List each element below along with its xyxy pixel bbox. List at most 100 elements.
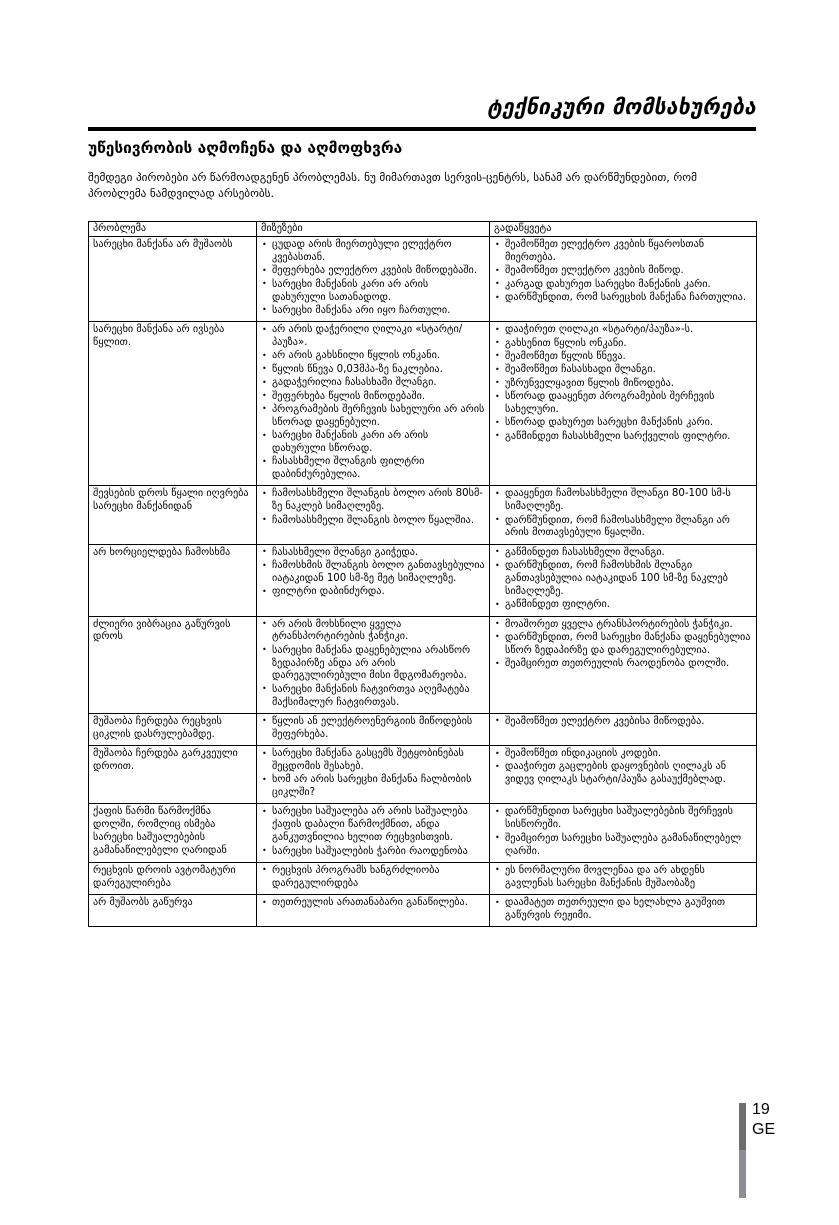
cell-solutions-list: დააჭირეთ ღილაკი «სტარტი/პაუზა»-ს.გახსენი… [494, 324, 752, 443]
cell-solutions-list: შეამოწმეთ ინდიკაციის კოდები.დააჭირეთ გაც… [494, 748, 752, 787]
column-header-causes: მიზეზები [256, 220, 490, 238]
cell-solutions-list: დააყენეთ ჩამოსასხმელი შლანგი 80-100 სმ-ს… [494, 488, 752, 540]
cause-item: ჩამოსასხმელი შლანგის ბოლო არის 80სმ-ზე ნ… [261, 488, 485, 514]
cause-item: არ არის გახსნილი წყლის ონკანი. [261, 350, 485, 363]
cell-solutions: მოაშორეთ ყველა ტრანსპორტირების ჭანჭიკი.დ… [489, 615, 757, 714]
table-row: ძლიერი ვიბრაცია გაწურვის დროს არ არის მოხ… [88, 615, 757, 714]
column-header-solutions: გადაწყვეტა [489, 220, 757, 238]
header-rule [88, 127, 756, 131]
cell-causes: სარეცხი მანქანა გასცემს შეტყობინებას შეც… [256, 745, 490, 805]
solution-item: შეამოწმეთ წყლის წნევა. [494, 350, 752, 364]
cell-causes: არ არის დაჭერილი ღილაკი «სტარტი/პაუზა».ა… [256, 321, 490, 487]
cell-solutions: დააჭირეთ ღილაკი «სტარტი/პაუზა»-ს.გახსენი… [489, 321, 757, 487]
cause-item: თეთრეულის არათანაბარი განაწილება. [261, 897, 485, 910]
cell-solutions-list: გაწმინდეთ ჩასასხმელი შლანგი.დარწმუნდით, … [494, 546, 752, 612]
running-header-title: ტექნიკური მომსახურება [487, 95, 756, 119]
problem-text: ქაფის წარმი წარმოქმნა დოლში, რომლიც ისმე… [93, 806, 227, 857]
solution-item: უზრუნველყავით წყლის მიწოდება. [494, 377, 752, 391]
cell-solutions-list: დაამატეთ თეთრეული და ხელახლა გაუშვით გაწ… [494, 897, 752, 923]
cause-item: პროგრამების შერჩევის სახელური არ არის სწ… [261, 403, 485, 430]
solution-item: დარწმუნდით, რომ ჩამოსხმის შლანგი განთავს… [494, 560, 752, 599]
cause-item: ჩასასხმელი შლანგი გაიჭედა. [261, 546, 485, 560]
cause-item: არ არის მოხსნილი ყველა ტრანსპორტირების ჭ… [261, 618, 485, 645]
solution-item: დაამატეთ თეთრეული და ხელახლა გაუშვით გაწ… [494, 897, 752, 923]
cell-causes-list: არ არის დაჭერილი ღილაკი «სტარტი/პაუზა».ა… [261, 324, 485, 482]
table-row: მუშაობა ჩერდება რეცხვის ციკლის დასრულება… [88, 712, 757, 747]
solution-item: დააჭირეთ ღილაკი «სტარტი/პაუზა»-ს. [494, 324, 752, 337]
solution-item: გაწმინდეთ ფილტრი. [494, 599, 752, 612]
cause-item: ფილტრი დაბინძურდა. [261, 586, 485, 599]
cause-item: სარეცხი მანქანა დაყენებულია არასწორ ზედა… [261, 644, 485, 684]
cell-problem: მუშაობა ჩერდება გარკვეული დროით. [88, 745, 257, 805]
problem-text: მუშაობა ჩერდება გარკვეული დროით. [93, 748, 238, 772]
cell-causes-list: თეთრეულის არათანაბარი განაწილება. [261, 897, 485, 910]
table-row: არ მუშაობს გაწურვა თეთრეულის არათანაბარი … [88, 894, 757, 928]
solution-item: დარწმუნდით, რომ ჩამოსასხმელი შლანგი არ ა… [494, 514, 752, 541]
solution-item: კარგად დახურეთ სარეცხი მანქანის კარი. [494, 278, 752, 292]
cell-solutions-list: შეამოწმეთ ელექტრო კვების წყაროსთან მიერთ… [494, 239, 752, 305]
cell-solutions-list: შეამოწმეთ ელექტრო კვებისა მიწოდება. [494, 715, 752, 729]
page-locale: GE [752, 1121, 776, 1138]
footer-accent-bar-dark [739, 1103, 746, 1150]
solution-item: შეამცირეთ სარეცხი საშუალება გამანაწილებე… [494, 832, 752, 859]
cell-solutions: შეამოწმეთ ელექტრო კვების წყაროსთან მიერთ… [489, 236, 757, 323]
problem-text: შევსების დროს წყალი იღვრება სარეცხი მანქ… [93, 488, 249, 513]
cause-item: რეცხვის პროგრამს ხანგრძლიობა დარეგულირდე… [261, 864, 485, 891]
cause-item: სარეცხი მანქანის კარი არ არის დახურული ს… [261, 430, 485, 456]
table-header-row: პრობლემა მიზეზები გადაწყვეტა [88, 220, 757, 238]
cell-causes-list: სარეცხი მანქანა გასცემს შეტყობინებას შეც… [261, 748, 485, 800]
cell-causes: თეთრეულის არათანაბარი განაწილება. [256, 894, 490, 928]
cell-causes-list: სარეცხი საშუალება არ არის საშუალება ქაფი… [261, 806, 485, 858]
cell-causes-list: ჩასასხმელი შლანგი გაიჭედა.ჩამოსხმის შლან… [261, 546, 485, 599]
cell-problem: ძლიერი ვიბრაცია გაწურვის დროს [88, 615, 257, 714]
cell-problem: არ მუშაობს გაწურვა [88, 894, 257, 928]
cell-causes-list: ცუდად არის მიერთებული ელექტრო კვებასთან.… [261, 239, 485, 318]
problem-text: რეცხვის დროის ავტომატური დარეგულირება [93, 864, 236, 889]
cell-problem: სარეცხი მანქანა არ მუშაობს [88, 236, 257, 323]
cell-solutions: გაწმინდეთ ჩასასხმელი შლანგი.დარწმუნდით, … [489, 543, 757, 617]
cell-causes: ჩასასხმელი შლანგი გაიჭედა.ჩამოსხმის შლან… [256, 543, 490, 617]
cell-solutions: დააყენეთ ჩამოსასხმელი შლანგი 80-100 სმ-ს… [489, 485, 757, 545]
cause-item: წყლის ან ელექტროენერგიის მიწოდების შეფერ… [261, 715, 485, 742]
solution-item: დარწმუნდით, რომ სარეცხის მანქანა ჩართული… [494, 292, 752, 305]
cause-item: წყლის წნევა 0,03მპა-ზე ნაკლებია. [261, 363, 485, 377]
solution-item: შეამოწმეთ ელექტრო კვების მიწოდ. [494, 265, 752, 278]
cause-item: შეფერხება ელექტრო კვების მიწოდებაში. [261, 265, 485, 278]
section-title: უწესივრობის აღმოჩენა და აღმოფხვრა [88, 139, 403, 157]
cell-solutions: შეამოწმეთ ინდიკაციის კოდები.დააჭირეთ გაც… [489, 745, 757, 805]
cause-item: სარეცხი მანქანის კარი არ არის დახურული ს… [261, 278, 485, 305]
cell-causes-list: წყლის ან ელექტროენერგიის მიწოდების შეფერ… [261, 715, 485, 742]
solution-item: დარწმუნდით, რომ სარეცხი მანქანა დაყენებუ… [494, 631, 752, 658]
cause-item: სარეცხი საშუალება არ არის საშუალება ქაფი… [261, 806, 485, 845]
table-row: არ ხორციელდება ჩამოსხმა ჩასასხმელი შლანგი… [88, 543, 757, 617]
problem-text: ძლიერი ვიბრაცია გაწურვის დროს [93, 618, 231, 643]
cause-item: სარეცხი საშუალების ჭარბი რაოდენობა [261, 845, 485, 859]
troubleshooting-table-wrapper: პრობლემა მიზეზები გადაწყვეტა სარეცხი მან… [88, 220, 757, 928]
cell-causes-list: ჩამოსასხმელი შლანგის ბოლო არის 80სმ-ზე ნ… [261, 488, 485, 527]
cause-item: სარეცხი მანქანა არი იყო ჩართული. [261, 304, 485, 318]
cell-solutions: დარწმუნდით სარეცხი საშუალებების შერჩევის… [489, 803, 757, 863]
cause-item: არ არის დაჭერილი ღილაკი «სტარტი/პაუზა». [261, 324, 485, 350]
cell-solutions-list: მოაშორეთ ყველა ტრანსპორტირების ჭანჭიკი.დ… [494, 618, 752, 671]
cell-causes: არ არის მოხსნილი ყველა ტრანსპორტირების ჭ… [256, 615, 490, 714]
column-header-problem: პრობლემა [88, 220, 257, 238]
cell-causes: ჩამოსასხმელი შლანგის ბოლო არის 80სმ-ზე ნ… [256, 485, 490, 545]
cell-solutions: დაამატეთ თეთრეული და ხელახლა გაუშვით გაწ… [489, 894, 757, 928]
cell-solutions: შეამოწმეთ ელექტრო კვებისა მიწოდება. [489, 712, 757, 747]
cause-item: ჩასასხმელი შლანგის ფილტრი დაბინძურებულია… [261, 456, 485, 482]
solution-item: შეამოწმეთ ელექტრო კვებისა მიწოდება. [494, 715, 752, 729]
cell-problem: რეცხვის დროის ავტომატური დარეგულირება [88, 861, 257, 896]
cell-causes-list: არ არის მოხსნილი ყველა ტრანსპორტირების ჭ… [261, 618, 485, 710]
solution-item: დარწმუნდით სარეცხი საშუალებების შერჩევის… [494, 806, 752, 832]
cause-item: ხომ არ არის სარეცხი მანქანა ჩალბობის ციკ… [261, 774, 485, 800]
problem-text: არ ხორციელდება ჩამოსხმა [93, 546, 231, 558]
solution-item: შეამცირეთ თეთრეულის რაოდენობა დოლში. [494, 658, 752, 671]
cell-solutions-list: დარწმუნდით სარეცხი საშუალებების შერჩევის… [494, 806, 752, 858]
cell-causes-list: რეცხვის პროგრამს ხანგრძლიობა დარეგულირდე… [261, 864, 485, 891]
table-row: სარეცხი მანქანა არ ივსება წყლით. არ არის … [88, 321, 757, 487]
cell-solutions: ეს ნორმალური მოვლენაა და არ ახდენს გავლე… [489, 861, 757, 896]
cell-causes: რეცხვის პროგრამს ხანგრძლიობა დარეგულირდე… [256, 861, 490, 896]
solution-item: შეამოწმეთ ელექტრო კვების წყაროსთან მიერთ… [494, 239, 752, 265]
cause-item: ჩამოსასხმელი შლანგის ბოლო წყალშია. [261, 514, 485, 528]
table-body: სარეცხი მანქანა არ მუშაობს ცუდად არის მიე… [88, 236, 757, 928]
